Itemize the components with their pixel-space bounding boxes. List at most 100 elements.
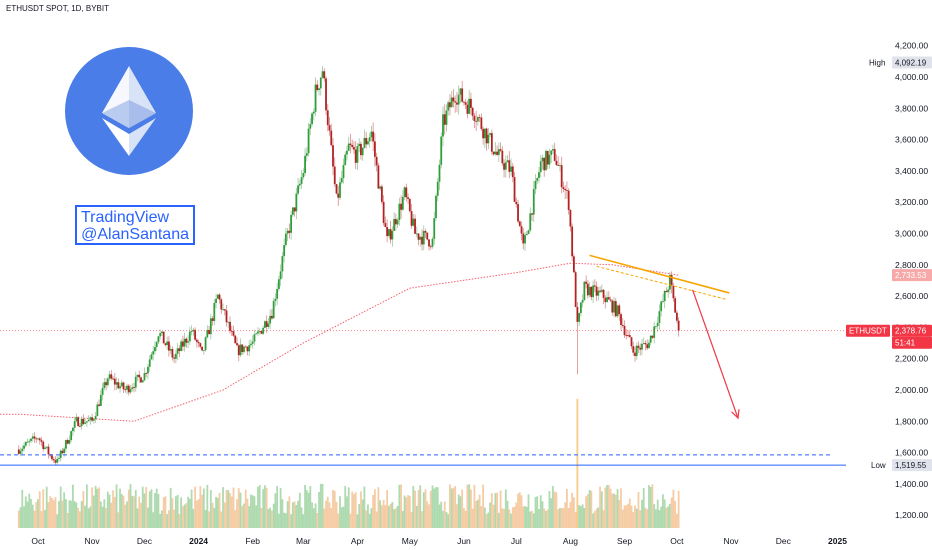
candle-body [24, 442, 27, 446]
candle-body [28, 440, 31, 442]
volume-bar [494, 492, 497, 528]
candle-body [401, 196, 404, 210]
last-value-bg [892, 324, 932, 337]
volume-bar [536, 496, 539, 528]
volume-bar [129, 484, 132, 528]
volume-bar [17, 510, 20, 528]
candle-body [117, 382, 120, 389]
volume-bar [417, 490, 420, 528]
volume-bar [283, 512, 286, 528]
candle-body [243, 346, 245, 352]
candle-body [592, 285, 594, 298]
x-tick-label: Oct [670, 536, 684, 546]
volume-bar [169, 487, 172, 528]
candle-body [616, 305, 619, 317]
volume-bar [31, 504, 34, 528]
volume-bar [230, 496, 233, 528]
volume-bar [150, 489, 153, 528]
volume-bar [557, 509, 560, 528]
volume-bar [470, 489, 472, 528]
volume-bar [225, 490, 228, 528]
candle-body [522, 233, 525, 244]
candle-body [192, 329, 195, 332]
candle-body [669, 275, 671, 290]
volume-bar [531, 510, 533, 528]
candle-body [208, 329, 210, 335]
volume-bar [621, 509, 624, 528]
candle-body [188, 331, 191, 342]
candle-body [525, 233, 528, 236]
volume-bar [607, 485, 610, 528]
volume-bar [65, 499, 67, 528]
volume-bar [644, 507, 647, 528]
candle-body [302, 173, 305, 178]
candle-body [468, 98, 471, 114]
volume-bar [332, 489, 334, 528]
volume-bar [101, 506, 104, 528]
candle-body [394, 219, 397, 225]
volume-bar [391, 502, 394, 528]
volume-bar [445, 512, 448, 528]
volume-bar [510, 513, 512, 528]
volume-bar [552, 486, 554, 528]
candle-body [30, 438, 32, 441]
candle-body [288, 230, 291, 233]
candle-body [66, 440, 69, 444]
x-tick-label: Aug [563, 536, 578, 546]
volume-bar [94, 485, 97, 528]
candle-body [244, 346, 247, 348]
volume-bar [323, 508, 326, 528]
candle-body [567, 190, 570, 211]
candle-body [380, 186, 383, 202]
volume-bar [126, 501, 128, 528]
volume-bar [506, 500, 509, 528]
volume-bar [574, 511, 577, 528]
volume-bar [281, 499, 284, 528]
volume-bar [300, 507, 303, 528]
volume-bar [180, 497, 183, 528]
volume-bar [600, 491, 603, 528]
volume-bar [82, 491, 85, 528]
candle-body [78, 426, 81, 427]
volume-bar [127, 489, 130, 528]
candle-body [538, 172, 540, 179]
candle-body [649, 335, 652, 343]
volume-bar [211, 502, 214, 528]
candle-body [590, 286, 593, 298]
candle-body [136, 374, 139, 377]
candle-body [37, 438, 39, 440]
volume-bar [173, 509, 176, 528]
candle-body [155, 342, 158, 348]
candle-body [531, 213, 533, 215]
volume-bar [260, 507, 263, 528]
volume-bar [321, 483, 324, 528]
volume-bar [365, 510, 368, 528]
candle-body [105, 382, 107, 386]
candle-body [510, 166, 512, 172]
candle-body [459, 88, 462, 95]
volume-bar [23, 506, 25, 528]
volume-bar [578, 505, 581, 528]
volume-bar [410, 511, 413, 528]
volume-bar [538, 509, 540, 528]
candle-body [443, 114, 446, 125]
candle-body [524, 235, 526, 244]
low-value: 1,519.55 [895, 461, 927, 470]
volume-bar [663, 499, 666, 528]
y-tick-label: 1,600.00 [895, 448, 928, 458]
volume-bar [188, 498, 191, 528]
candle-body [80, 418, 83, 427]
candle-body [335, 184, 338, 194]
volume-bar [511, 507, 514, 528]
candle-body [655, 326, 657, 327]
volume-bar [424, 489, 427, 528]
candle-body [47, 446, 50, 455]
volume-bar [407, 495, 409, 528]
volume-bar [485, 513, 488, 528]
volume-bar [628, 498, 631, 528]
x-tick-label: 2025 [828, 536, 847, 546]
candle-body [316, 84, 319, 91]
volume-bar [89, 506, 92, 528]
